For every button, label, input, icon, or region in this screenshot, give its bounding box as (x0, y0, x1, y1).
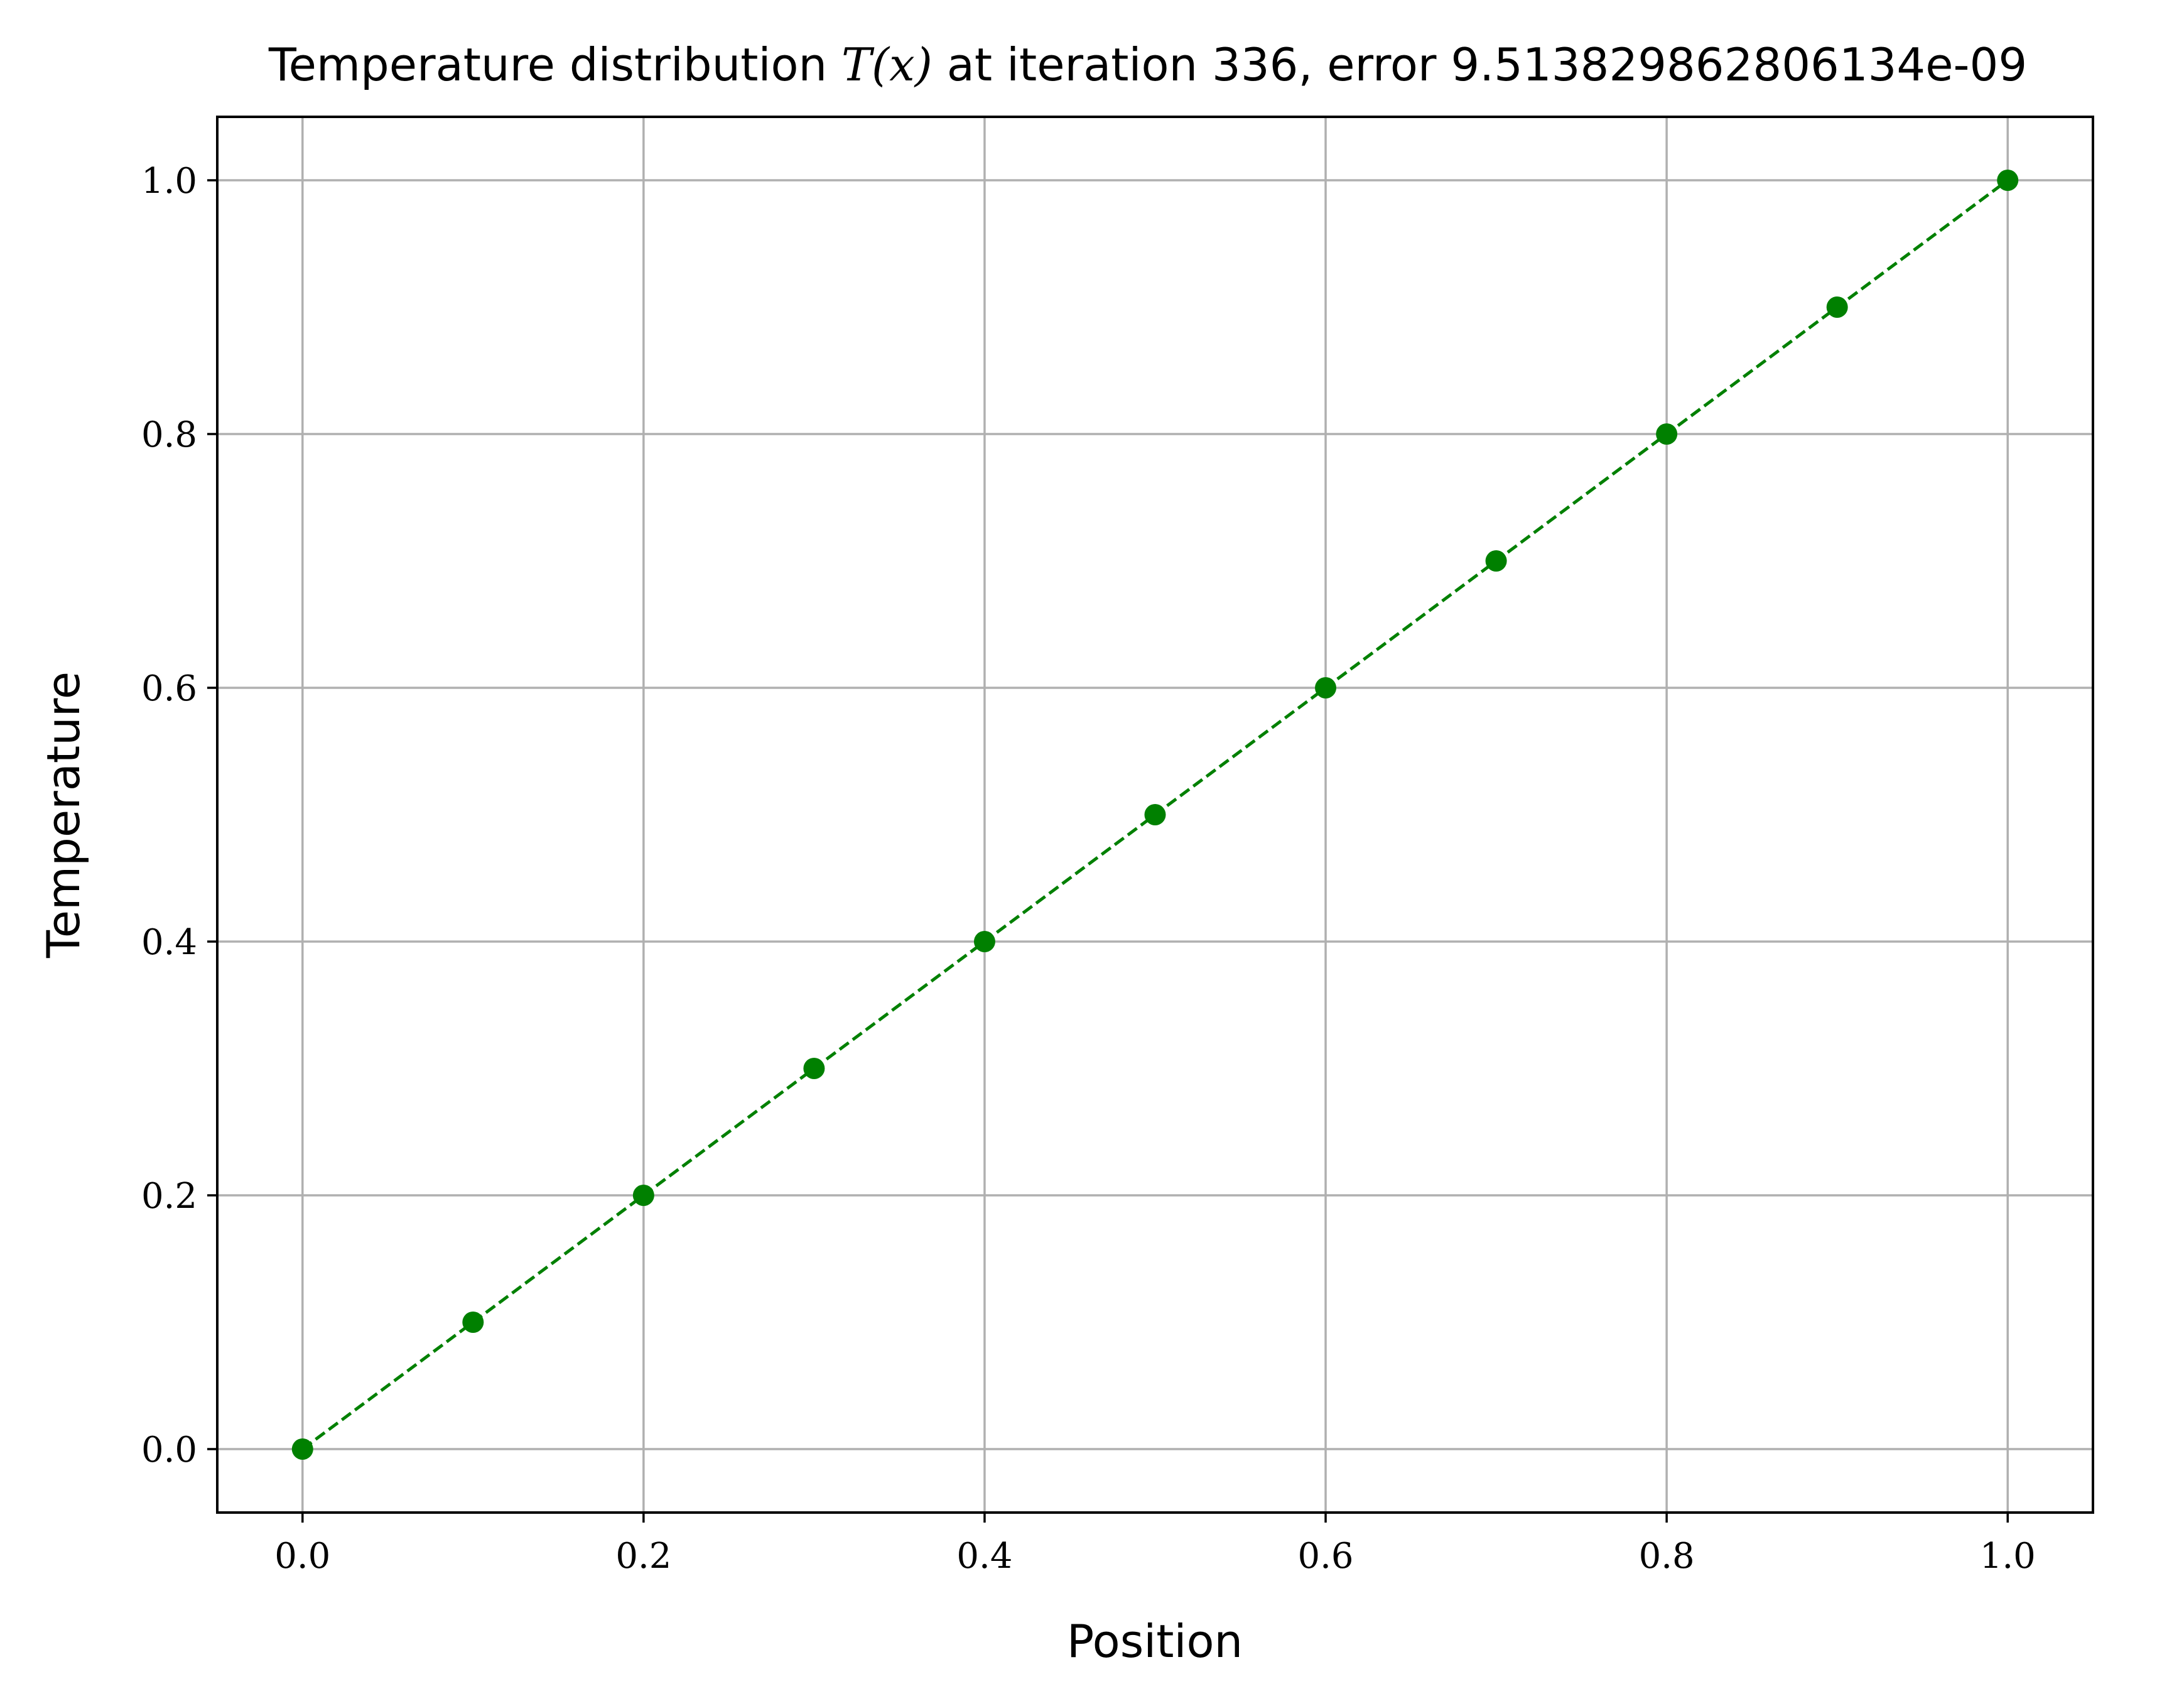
data-point (1826, 296, 1848, 318)
grid (217, 117, 2093, 1513)
data-point (1315, 677, 1337, 698)
y-tick-label: 1.0 (141, 161, 197, 202)
y-axis-label: Temperature (37, 671, 90, 959)
data-point (973, 931, 995, 952)
series-layer (291, 170, 2019, 1460)
x-axis-label: Position (1067, 1615, 1243, 1668)
data-point (632, 1185, 654, 1206)
ticks: 0.0 0.2 0.4 0.6 0.8 1.0 0.0 0.2 0.4 0.6 0.8 1.0 (141, 161, 2036, 1577)
chart-title: Temperature distribution T(x) at iterati… (268, 38, 2027, 91)
title-math: T(x) (841, 38, 933, 91)
x-tick-label: 0.6 (1298, 1536, 1354, 1577)
axes-frame (216, 116, 2094, 1514)
data-point (462, 1312, 484, 1333)
data-point (803, 1058, 825, 1079)
title-prefix: Temperature distribution (268, 38, 841, 91)
y-tick-label: 0.2 (141, 1176, 197, 1217)
x-tick-label: 0.2 (615, 1536, 671, 1577)
data-point (291, 1438, 313, 1460)
data-point (1485, 550, 1507, 572)
x-tick-label: 1.0 (1980, 1536, 2036, 1577)
y-tick-label: 0.6 (141, 668, 197, 709)
x-tick-label: 0.8 (1639, 1536, 1695, 1577)
y-tick-label: 0.4 (141, 922, 197, 963)
x-tick-label: 0.4 (956, 1536, 1012, 1577)
data-point (1997, 170, 2019, 191)
y-tick-label: 0.0 (141, 1430, 197, 1470)
data-point (1656, 423, 1678, 445)
data-point (1144, 804, 1166, 825)
title-suffix: at iteration 336, error 9.51382986280613… (933, 38, 2027, 91)
y-tick-label: 0.8 (141, 415, 197, 455)
x-tick-label: 0.0 (274, 1536, 330, 1577)
